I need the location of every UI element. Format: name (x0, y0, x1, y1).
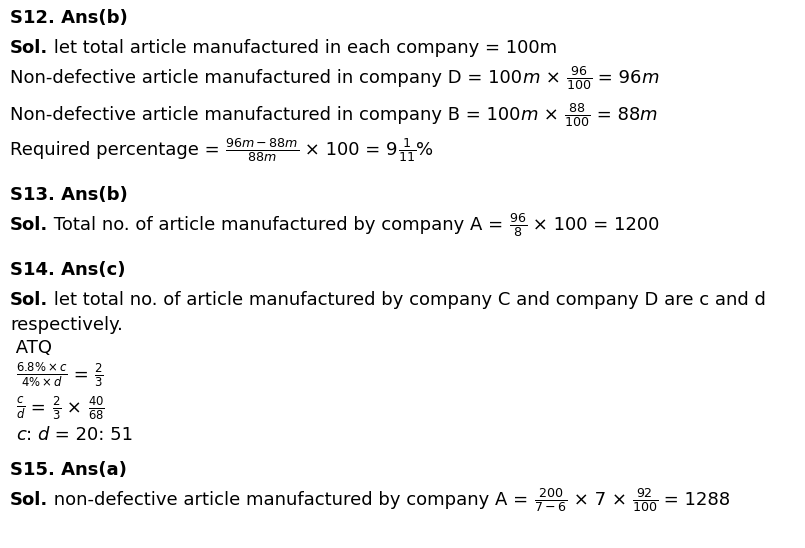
Text: :: : (26, 426, 38, 444)
Text: × 100 = 1200: × 100 = 1200 (527, 216, 659, 234)
Text: $\frac{6.8\%\times c}{4\%\times d}$: $\frac{6.8\%\times c}{4\%\times d}$ (16, 361, 68, 389)
Text: Non-defective article manufactured in company B = 100: Non-defective article manufactured in co… (10, 106, 520, 124)
Text: $\frac{c}{d}$: $\frac{c}{d}$ (16, 395, 25, 421)
Text: =: = (68, 366, 94, 384)
Text: m: m (520, 106, 538, 124)
Text: Non-defective article manufactured in company D = 100: Non-defective article manufactured in co… (10, 69, 522, 87)
Text: $\frac{40}{68}$: $\frac{40}{68}$ (88, 395, 105, 422)
Text: S15. Ans(a): S15. Ans(a) (10, 461, 127, 479)
Text: Sol.: Sol. (10, 491, 48, 509)
Text: c: c (16, 426, 26, 444)
Text: $\frac{88}{100}$: $\frac{88}{100}$ (564, 101, 591, 129)
Text: Total no. of article manufactured by company A =: Total no. of article manufactured by com… (48, 216, 509, 234)
Text: %: % (416, 141, 433, 159)
Text: $\frac{200}{7-6}$: $\frac{200}{7-6}$ (535, 486, 568, 514)
Text: S12. Ans(b): S12. Ans(b) (10, 9, 128, 27)
Text: Sol.: Sol. (10, 291, 48, 309)
Text: = 96: = 96 (592, 69, 642, 87)
Text: ×: × (539, 69, 566, 87)
Text: $\frac{92}{100}$: $\frac{92}{100}$ (633, 486, 658, 514)
Text: $\frac{2}{3}$: $\frac{2}{3}$ (94, 361, 104, 389)
Text: $\frac{96m-88m}{88m}$: $\frac{96m-88m}{88m}$ (225, 136, 299, 164)
Text: $\frac{2}{3}$: $\frac{2}{3}$ (52, 395, 61, 422)
Text: S14. Ans(c): S14. Ans(c) (10, 261, 126, 279)
Text: Sol.: Sol. (10, 216, 48, 234)
Text: non-defective article manufactured by company A =: non-defective article manufactured by co… (48, 491, 535, 509)
Text: d: d (38, 426, 49, 444)
Text: ATQ: ATQ (10, 339, 52, 357)
Text: Sol.: Sol. (10, 39, 48, 57)
Text: = 20: 51: = 20: 51 (49, 426, 133, 444)
Text: S13. Ans(b): S13. Ans(b) (10, 186, 128, 204)
Text: × 7 ×: × 7 × (568, 491, 633, 509)
Text: Required percentage =: Required percentage = (10, 141, 225, 159)
Text: ×: × (61, 399, 88, 417)
Text: m: m (640, 106, 658, 124)
Text: m: m (522, 69, 539, 87)
Text: =: = (25, 399, 52, 417)
Text: $\frac{96}{8}$: $\frac{96}{8}$ (509, 211, 527, 239)
Text: = 88: = 88 (591, 106, 640, 124)
Text: m: m (642, 69, 659, 87)
Text: = 1288: = 1288 (658, 491, 731, 509)
Text: $\frac{1}{11}$: $\frac{1}{11}$ (398, 136, 416, 164)
Text: respectively.: respectively. (10, 316, 123, 334)
Text: let total article manufactured in each company = 100m: let total article manufactured in each c… (48, 39, 557, 57)
Text: × 100 = 9: × 100 = 9 (299, 141, 398, 159)
Text: ×: × (538, 106, 564, 124)
Text: $\frac{96}{100}$: $\frac{96}{100}$ (566, 64, 592, 92)
Text: let total no. of article manufactured by company C and company D are c and d: let total no. of article manufactured by… (48, 291, 766, 309)
